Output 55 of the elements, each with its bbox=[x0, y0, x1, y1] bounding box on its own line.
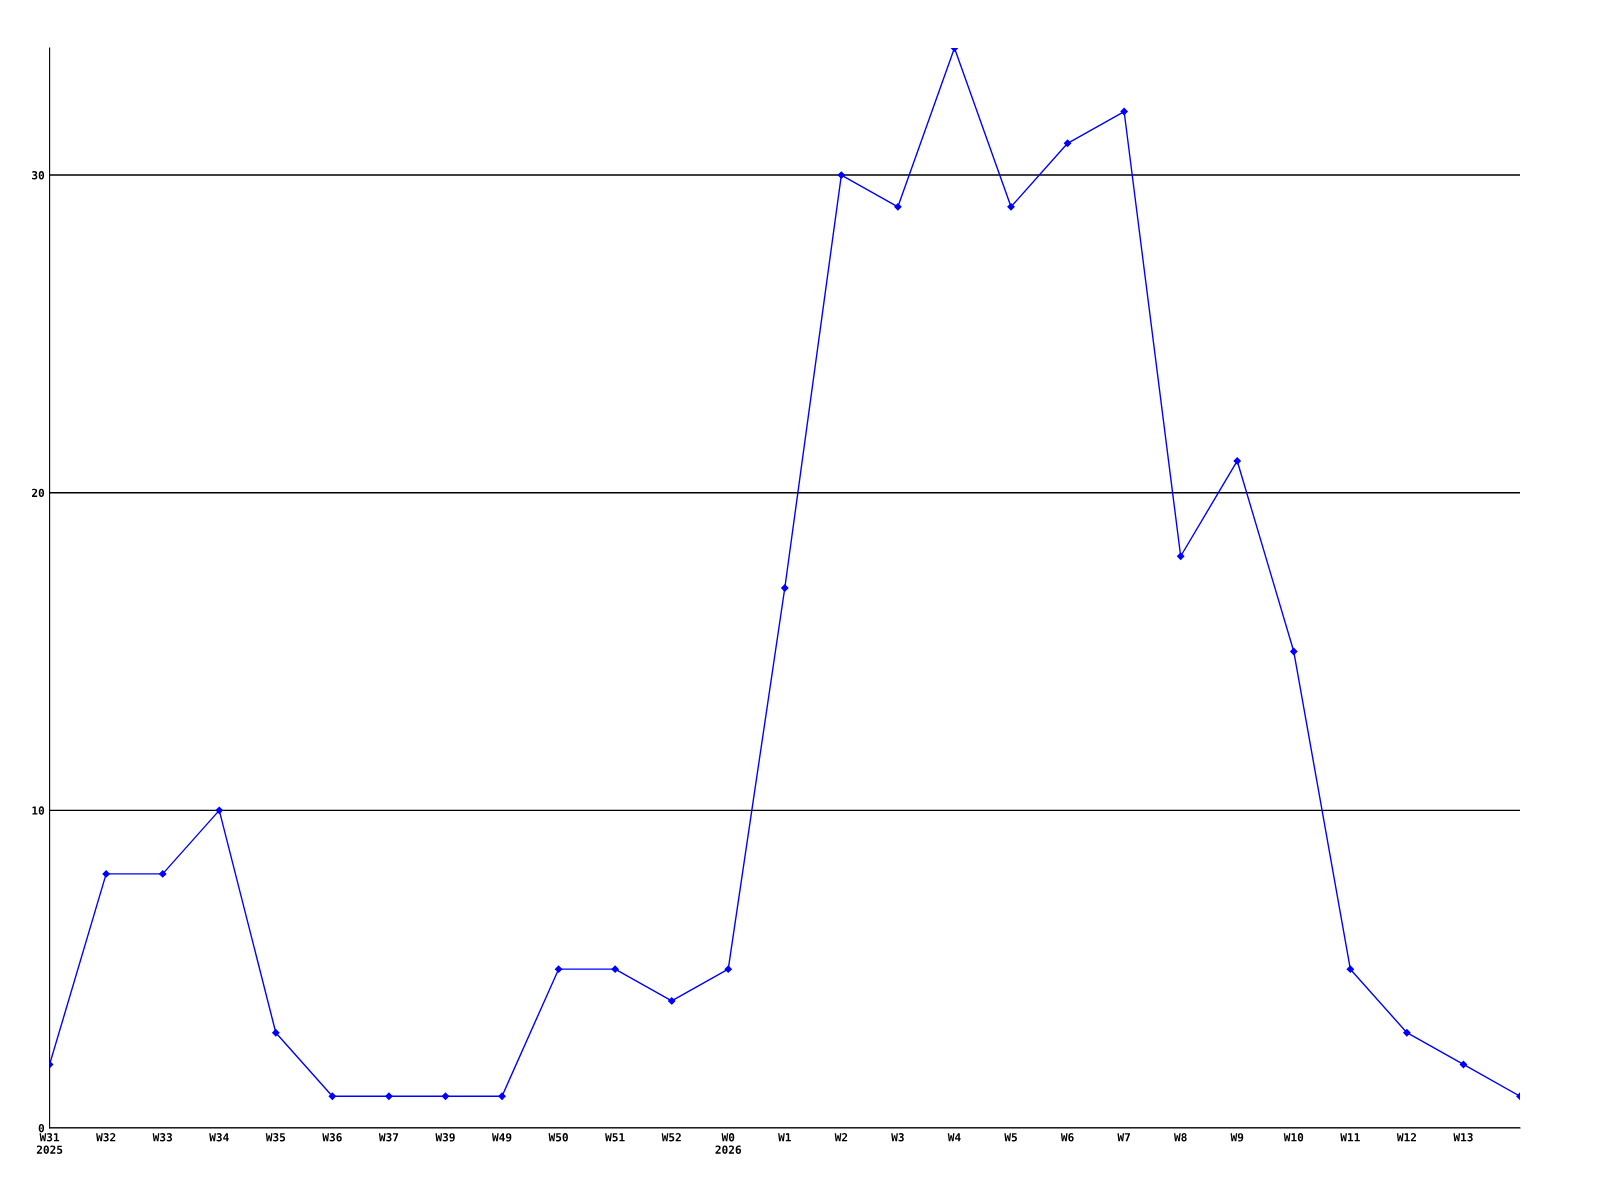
x-tick-label: W35 bbox=[265, 1133, 286, 1142]
point bbox=[724, 965, 732, 973]
point bbox=[102, 870, 110, 878]
x-tick-label: W9 bbox=[1230, 1133, 1244, 1142]
x-tick-label: W6 bbox=[1060, 1133, 1074, 1142]
x-tick-label: W49 bbox=[492, 1133, 512, 1142]
x-tick-label: W50 bbox=[548, 1133, 568, 1142]
point bbox=[668, 997, 676, 1005]
point bbox=[611, 965, 619, 973]
x-tick-label: W5 bbox=[1004, 1133, 1017, 1142]
point bbox=[781, 584, 789, 592]
x-tick-label: W37 bbox=[378, 1133, 399, 1142]
point bbox=[894, 203, 902, 211]
x-tick-label: W34 bbox=[209, 1133, 229, 1142]
x-tick-label: W3 bbox=[891, 1133, 904, 1142]
x-tick-label: W36 bbox=[322, 1133, 342, 1142]
point bbox=[1007, 203, 1015, 211]
point bbox=[1459, 1060, 1468, 1069]
point bbox=[272, 1029, 280, 1037]
x-tick-label: W12 bbox=[1396, 1133, 1416, 1142]
point bbox=[328, 1092, 337, 1100]
x-tick-label: W10 bbox=[1283, 1133, 1304, 1142]
point bbox=[498, 1092, 506, 1100]
point bbox=[159, 870, 167, 878]
y-tick-label: 20 bbox=[31, 488, 45, 498]
x-tick-label: W7 bbox=[1117, 1133, 1130, 1142]
y-tick-label: 10 bbox=[32, 806, 45, 815]
x-tick-label: W11 bbox=[1340, 1133, 1360, 1142]
point bbox=[1403, 1029, 1411, 1037]
y-tick-label: 0 bbox=[38, 1123, 45, 1133]
x-tick-label: W4 bbox=[947, 1133, 961, 1142]
x-tick-label: W2 bbox=[834, 1133, 848, 1142]
point bbox=[215, 806, 223, 814]
point bbox=[1346, 965, 1354, 973]
point bbox=[385, 1092, 393, 1100]
x-tick-label: W8 bbox=[1173, 1133, 1187, 1142]
point bbox=[1233, 457, 1241, 465]
point bbox=[441, 1092, 450, 1100]
x-tick-label: W0 2026 bbox=[715, 1133, 742, 1154]
point bbox=[554, 965, 563, 973]
y-tick-label: 30 bbox=[32, 171, 45, 180]
line-series bbox=[49, 48, 1520, 1100]
x-tick-label: W52 bbox=[661, 1133, 681, 1142]
point bbox=[1177, 552, 1185, 560]
x-tick-label: W51 bbox=[605, 1133, 625, 1142]
x-tick-label: W39 bbox=[435, 1133, 455, 1142]
point bbox=[837, 171, 845, 179]
x-tick-label: W33 bbox=[152, 1133, 173, 1142]
x-tick-label: W1 bbox=[778, 1133, 791, 1142]
x-tick-label: W31 2025 bbox=[36, 1133, 63, 1154]
x-tick-label: W32 bbox=[96, 1133, 116, 1142]
point bbox=[1063, 139, 1072, 147]
x-tick-label: W13 bbox=[1453, 1133, 1473, 1142]
point bbox=[1120, 107, 1128, 116]
point bbox=[1290, 647, 1298, 656]
